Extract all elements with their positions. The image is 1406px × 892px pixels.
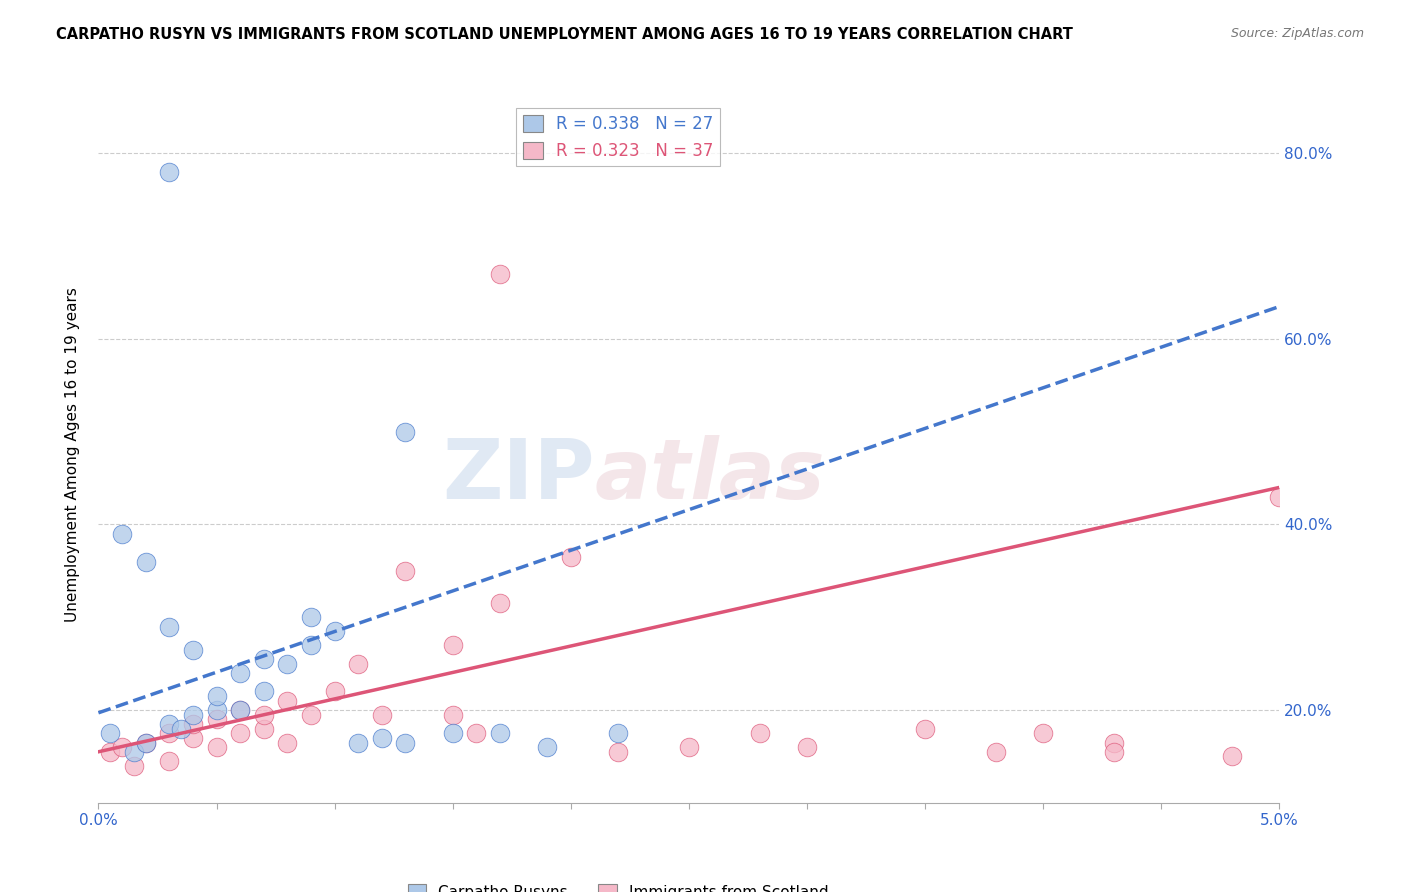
Point <box>276 657 298 671</box>
Point <box>441 726 464 740</box>
Point <box>1268 490 1291 504</box>
Point <box>205 689 228 703</box>
Point <box>229 665 252 680</box>
Point <box>441 638 464 652</box>
Point <box>111 526 134 541</box>
Point <box>347 657 370 671</box>
Point <box>205 740 228 755</box>
Point <box>205 703 228 717</box>
Point <box>560 549 582 564</box>
Point <box>323 684 346 698</box>
Point <box>98 745 121 759</box>
Point <box>347 735 370 749</box>
Point <box>607 726 630 740</box>
Text: ZIP: ZIP <box>441 435 595 516</box>
Point <box>299 638 322 652</box>
Y-axis label: Unemployment Among Ages 16 to 19 years: Unemployment Among Ages 16 to 19 years <box>65 287 80 623</box>
Point <box>111 740 134 755</box>
Point <box>276 735 298 749</box>
Point <box>1102 745 1125 759</box>
Point <box>135 555 157 569</box>
Point <box>299 610 322 624</box>
Point <box>181 707 204 722</box>
Point <box>607 745 630 759</box>
Point <box>489 596 512 610</box>
Point <box>122 745 145 759</box>
Point <box>441 707 464 722</box>
Point <box>1032 726 1054 740</box>
Text: atlas: atlas <box>595 435 825 516</box>
Point <box>98 726 121 740</box>
Point <box>1220 749 1243 764</box>
Point <box>394 564 416 578</box>
Point <box>157 717 180 731</box>
Point <box>135 735 157 749</box>
Point <box>276 694 298 708</box>
Point <box>170 722 193 736</box>
Point <box>489 726 512 740</box>
Point <box>371 731 394 745</box>
Point <box>1102 735 1125 749</box>
Point <box>181 717 204 731</box>
Point <box>157 619 180 633</box>
Point <box>465 726 488 740</box>
Point <box>489 267 512 281</box>
Point <box>323 624 346 639</box>
Legend: Carpatho Rusyns, Immigrants from Scotland: Carpatho Rusyns, Immigrants from Scotlan… <box>402 879 835 892</box>
Point <box>122 758 145 772</box>
Point <box>157 726 180 740</box>
Point <box>157 165 180 179</box>
Point <box>157 754 180 768</box>
Point <box>181 642 204 657</box>
Text: CARPATHO RUSYN VS IMMIGRANTS FROM SCOTLAND UNEMPLOYMENT AMONG AGES 16 TO 19 YEAR: CARPATHO RUSYN VS IMMIGRANTS FROM SCOTLA… <box>56 27 1073 42</box>
Point <box>299 707 322 722</box>
Point <box>253 722 276 736</box>
Point <box>914 722 936 736</box>
Point <box>253 707 276 722</box>
Point <box>678 740 700 755</box>
Point <box>229 703 252 717</box>
Point <box>748 726 770 740</box>
Point <box>394 425 416 439</box>
Point <box>229 703 252 717</box>
Point <box>253 684 276 698</box>
Point <box>181 731 204 745</box>
Point <box>253 652 276 666</box>
Point <box>796 740 818 755</box>
Point <box>205 712 228 726</box>
Point <box>135 735 157 749</box>
Text: Source: ZipAtlas.com: Source: ZipAtlas.com <box>1230 27 1364 40</box>
Point <box>394 735 416 749</box>
Point <box>371 707 394 722</box>
Point <box>536 740 558 755</box>
Point <box>229 726 252 740</box>
Point <box>984 745 1007 759</box>
